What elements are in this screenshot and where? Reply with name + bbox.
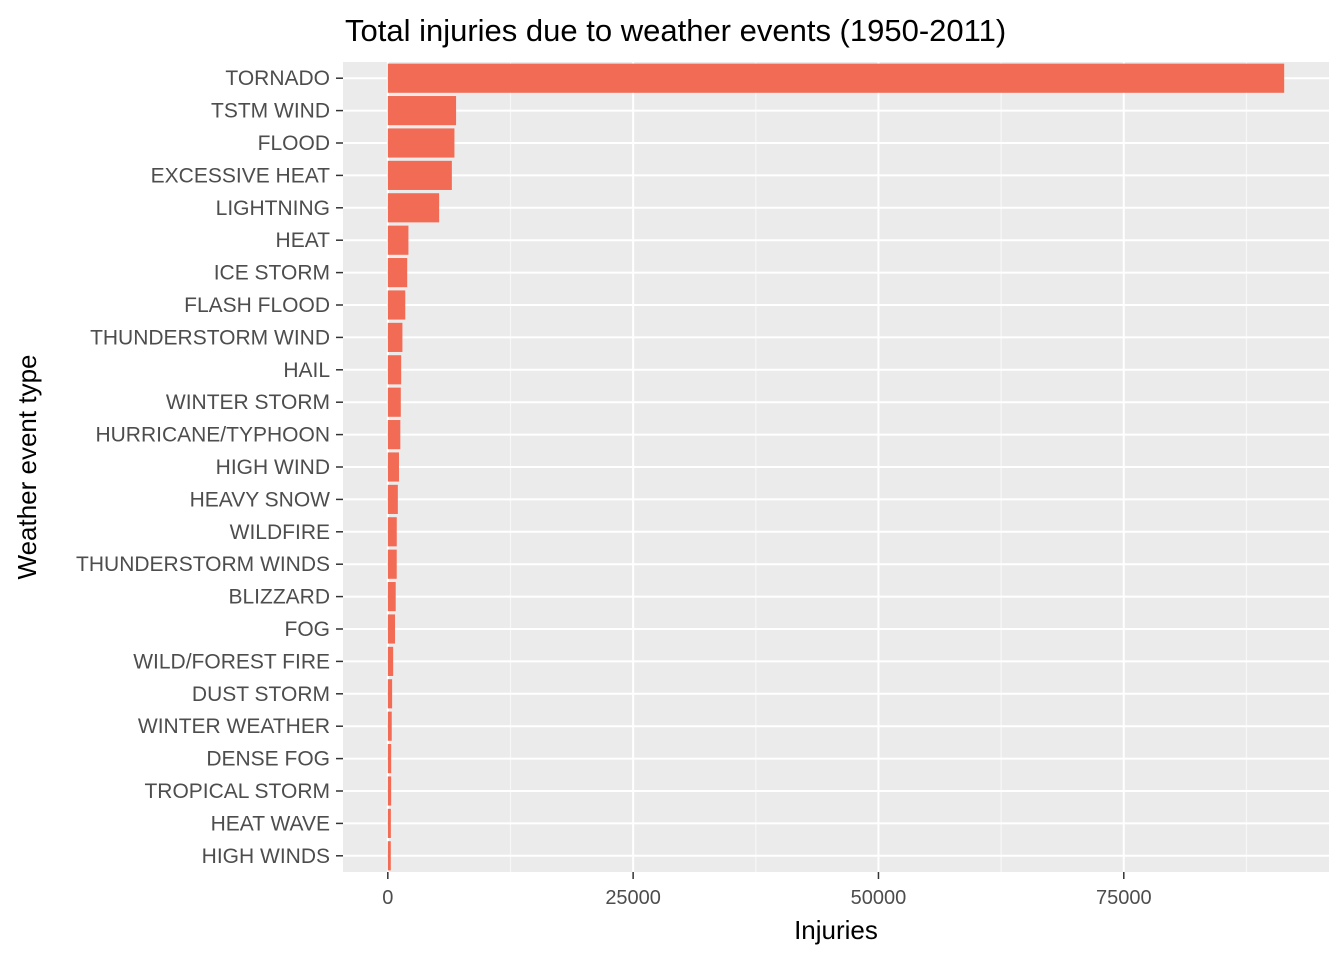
bar [387, 549, 397, 579]
y-tick-label: WINTER STORM [166, 391, 330, 414]
y-tick-label: HIGH WIND [216, 456, 330, 479]
y-tick-label: FOG [285, 618, 331, 641]
bar [387, 63, 1285, 93]
y-tick-label: TORNADO [225, 67, 330, 90]
x-axis: 0 25000 50000 75000 [382, 872, 1152, 909]
y-tick-label: HEAVY SNOW [190, 488, 331, 511]
y-tick-label: EXCESSIVE HEAT [151, 164, 331, 187]
bar [387, 679, 393, 709]
y-tick-label: ICE STORM [214, 262, 330, 285]
bar [387, 517, 397, 547]
bar [387, 322, 403, 352]
y-axis-title: Weather event type [12, 355, 42, 580]
bar [387, 744, 392, 774]
bar [387, 711, 392, 741]
bar [387, 258, 408, 288]
y-tick-label: LIGHTNING [216, 197, 330, 220]
bar [387, 225, 409, 255]
y-axis: TORNADO TSTM WIND FLOOD EXCESSIVE HEAT LIGHT… [76, 67, 343, 868]
bar [387, 160, 452, 190]
y-tick-label: WILDFIRE [230, 521, 330, 544]
bar [387, 841, 391, 871]
x-axis-title: Injuries [794, 915, 878, 945]
y-tick-label: BLIZZARD [228, 586, 330, 609]
bar [387, 646, 394, 676]
bar [387, 290, 406, 320]
bar [387, 614, 396, 644]
x-tick-label: 50000 [851, 887, 907, 909]
bar [387, 96, 457, 126]
y-tick-label: WINTER WEATHER [138, 715, 330, 738]
chart-title: Total injuries due to weather events (19… [345, 13, 1006, 48]
y-tick-label: THUNDERSTORM WIND [90, 326, 330, 349]
bar [387, 355, 402, 385]
y-tick-label: DENSE FOG [206, 748, 330, 771]
y-tick-label: WILD/FOREST FIRE [133, 650, 330, 673]
y-tick-label: TROPICAL STORM [144, 780, 330, 803]
y-tick-label: HEAT [276, 229, 331, 252]
y-tick-label: HIGH WINDS [202, 845, 330, 868]
bar [387, 193, 440, 223]
bar [387, 387, 401, 417]
y-tick-label: TSTM WIND [211, 100, 330, 123]
bar [387, 452, 399, 482]
x-tick-label: 0 [382, 887, 393, 909]
y-tick-label: FLOOD [258, 132, 330, 155]
bars [387, 63, 1285, 871]
y-tick-label: HEAT WAVE [211, 812, 330, 835]
bar [387, 420, 401, 450]
bar [387, 582, 396, 612]
y-tick-label: FLASH FLOOD [184, 294, 330, 317]
bar [387, 128, 455, 158]
x-tick-label: 25000 [605, 887, 661, 909]
bar [387, 776, 392, 806]
y-tick-label: DUST STORM [192, 683, 330, 706]
bar [387, 484, 398, 514]
y-tick-label: THUNDERSTORM WINDS [76, 553, 330, 576]
y-tick-label: HURRICANE/TYPHOON [95, 424, 330, 447]
x-tick-label: 75000 [1096, 887, 1152, 909]
y-tick-label: HAIL [283, 359, 330, 382]
bar [387, 808, 391, 838]
